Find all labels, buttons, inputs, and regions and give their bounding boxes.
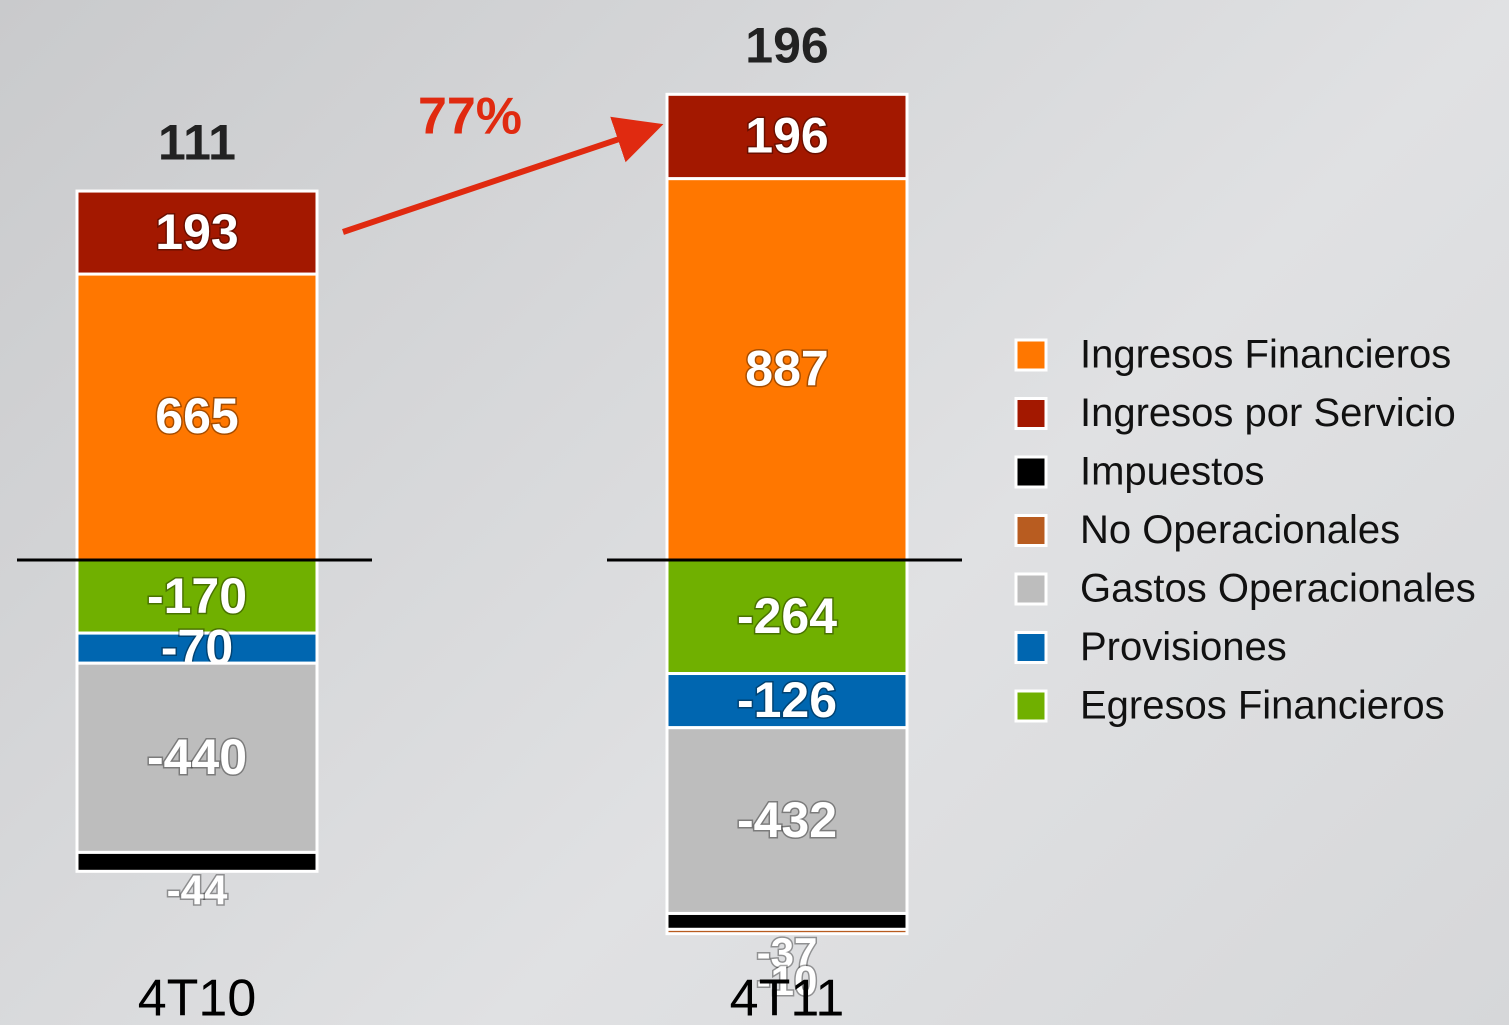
x-tick-label: 4T11 xyxy=(730,970,845,1025)
data-label: -126 xyxy=(737,672,837,728)
bar-segment xyxy=(665,726,909,915)
data-label: -264 xyxy=(737,588,837,644)
legend-swatch xyxy=(1014,455,1048,489)
data-label: 665 xyxy=(155,388,238,444)
growth-arrow xyxy=(342,116,664,235)
legend-label: Impuestos xyxy=(1080,450,1265,494)
bar-segment xyxy=(75,850,319,873)
bar-segment xyxy=(75,189,319,276)
bar-segment xyxy=(665,672,909,730)
legend-label: Gastos Operacionales xyxy=(1080,567,1476,611)
legend-label: Ingresos por Servicio xyxy=(1080,391,1456,435)
data-label: -10 xyxy=(757,957,818,1004)
legend-swatch xyxy=(1014,338,1048,372)
total-label: 196 xyxy=(745,18,828,74)
data-label: 196 xyxy=(745,108,828,164)
legend-label: No Operacionales xyxy=(1080,508,1400,552)
data-label: -44 xyxy=(167,866,228,913)
data-label: -37 xyxy=(757,929,818,976)
bar-segment xyxy=(665,92,909,181)
data-label: -170 xyxy=(147,568,247,624)
annotation: 77% xyxy=(418,88,522,146)
legend-swatch xyxy=(1014,572,1048,606)
bar-segment xyxy=(665,911,909,931)
data-label: 193 xyxy=(155,204,238,260)
data-label: 887 xyxy=(745,340,828,396)
legend-swatch xyxy=(1014,689,1048,723)
total-label: 111 xyxy=(158,114,236,170)
legend-swatch xyxy=(1014,631,1048,664)
legend-swatch xyxy=(1014,514,1048,547)
legend-label: Provisiones xyxy=(1080,625,1287,669)
x-tick-label: 4T10 xyxy=(138,970,257,1025)
legend-label: Ingresos Financieros xyxy=(1080,333,1451,377)
bar-segment xyxy=(75,661,319,854)
data-label: -440 xyxy=(147,729,247,785)
data-label: -432 xyxy=(737,792,837,848)
legend-label: Egresos Financieros xyxy=(1080,684,1445,728)
bar-segment xyxy=(665,927,909,936)
legend-swatch xyxy=(1014,397,1048,430)
